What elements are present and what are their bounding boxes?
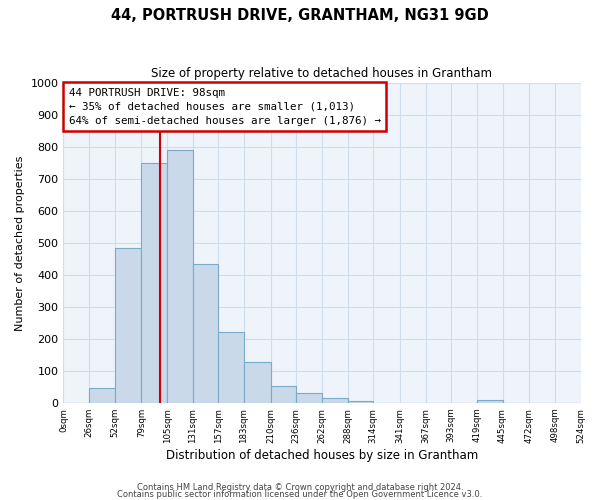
Bar	[89, 388, 115, 403]
Title: Size of property relative to detached houses in Grantham: Size of property relative to detached ho…	[151, 68, 493, 80]
Bar	[167, 150, 193, 403]
Bar	[142, 163, 167, 403]
Bar	[322, 398, 347, 403]
Text: Contains public sector information licensed under the Open Government Licence v3: Contains public sector information licen…	[118, 490, 482, 499]
Bar	[218, 332, 244, 403]
X-axis label: Distribution of detached houses by size in Grantham: Distribution of detached houses by size …	[166, 450, 478, 462]
Text: 44 PORTRUSH DRIVE: 98sqm
← 35% of detached houses are smaller (1,013)
64% of sem: 44 PORTRUSH DRIVE: 98sqm ← 35% of detach…	[68, 88, 380, 126]
Bar	[347, 401, 373, 403]
Bar	[193, 264, 218, 403]
Text: Contains HM Land Registry data © Crown copyright and database right 2024.: Contains HM Land Registry data © Crown c…	[137, 484, 463, 492]
Bar	[296, 393, 322, 403]
Y-axis label: Number of detached properties: Number of detached properties	[15, 155, 25, 330]
Bar	[244, 362, 271, 403]
Bar	[271, 386, 296, 403]
Bar	[477, 400, 503, 403]
Text: 44, PORTRUSH DRIVE, GRANTHAM, NG31 9GD: 44, PORTRUSH DRIVE, GRANTHAM, NG31 9GD	[111, 8, 489, 22]
Bar	[115, 248, 142, 403]
